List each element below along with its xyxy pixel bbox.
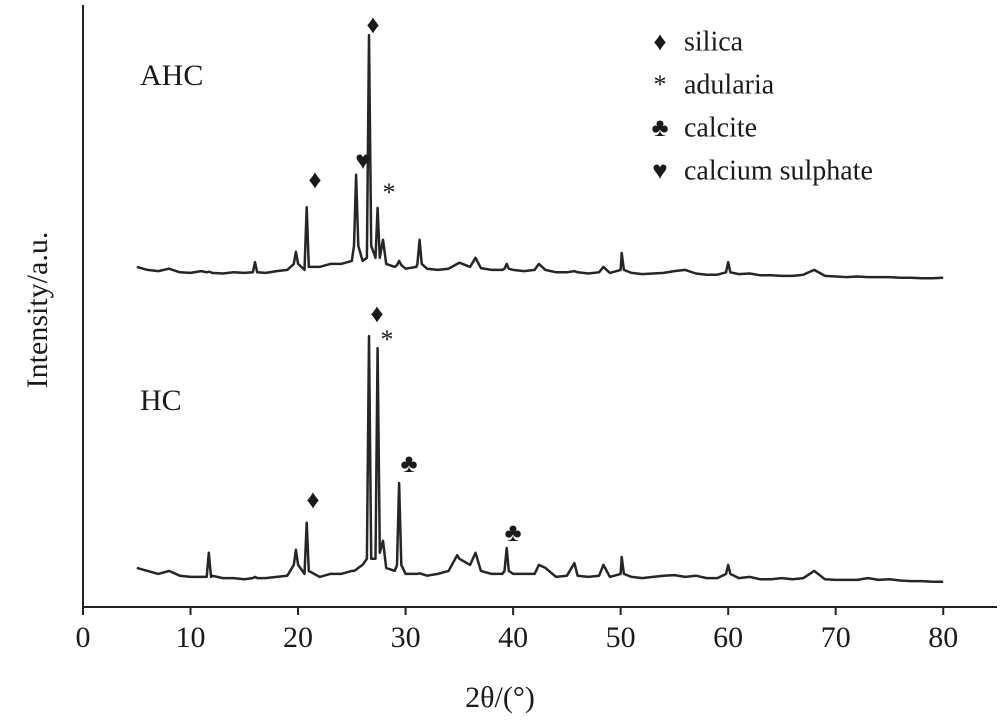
legend-label: silica (684, 26, 744, 57)
line-series (136, 33, 944, 280)
peak-annotation: ♦ (366, 10, 379, 39)
peak-annotation: ♣ (400, 449, 417, 478)
legend-symbol: ♥ (652, 156, 667, 185)
peak-annotation: ♥ (355, 146, 370, 175)
series-label: AHC (140, 59, 203, 92)
x-tick-label: 80 (928, 621, 958, 654)
series-label: HC (140, 384, 182, 417)
peak-annotation: ♣ (504, 518, 521, 547)
x-tick-label: 30 (391, 621, 421, 654)
line-series (136, 334, 944, 583)
x-tick-label: 40 (498, 621, 528, 654)
legend-label: calcium sulphate (684, 155, 873, 186)
peak-annotation: ♦ (306, 485, 319, 514)
x-tick-label: 0 (76, 621, 91, 654)
legend-symbol: ♣ (651, 113, 668, 142)
x-tick-label: 70 (821, 621, 851, 654)
legend-symbol: ♦ (653, 27, 666, 56)
peak-annotation: * (383, 178, 396, 207)
peak-annotation: ♦ (370, 299, 383, 328)
y-axis-label: Intensity/a.u. (21, 232, 54, 389)
x-tick-label: 60 (713, 621, 743, 654)
peak-annotation: ♦ (308, 165, 321, 194)
legend-symbol: * (654, 70, 667, 99)
x-tick-label: 10 (176, 621, 206, 654)
legend-label: adularia (684, 69, 775, 100)
x-tick-label: 50 (606, 621, 636, 654)
x-axis-label: 2θ/(°) (465, 681, 535, 714)
peak-annotation: * (381, 325, 394, 354)
legend-label: calcite (684, 112, 757, 143)
x-tick-label: 20 (283, 621, 313, 654)
